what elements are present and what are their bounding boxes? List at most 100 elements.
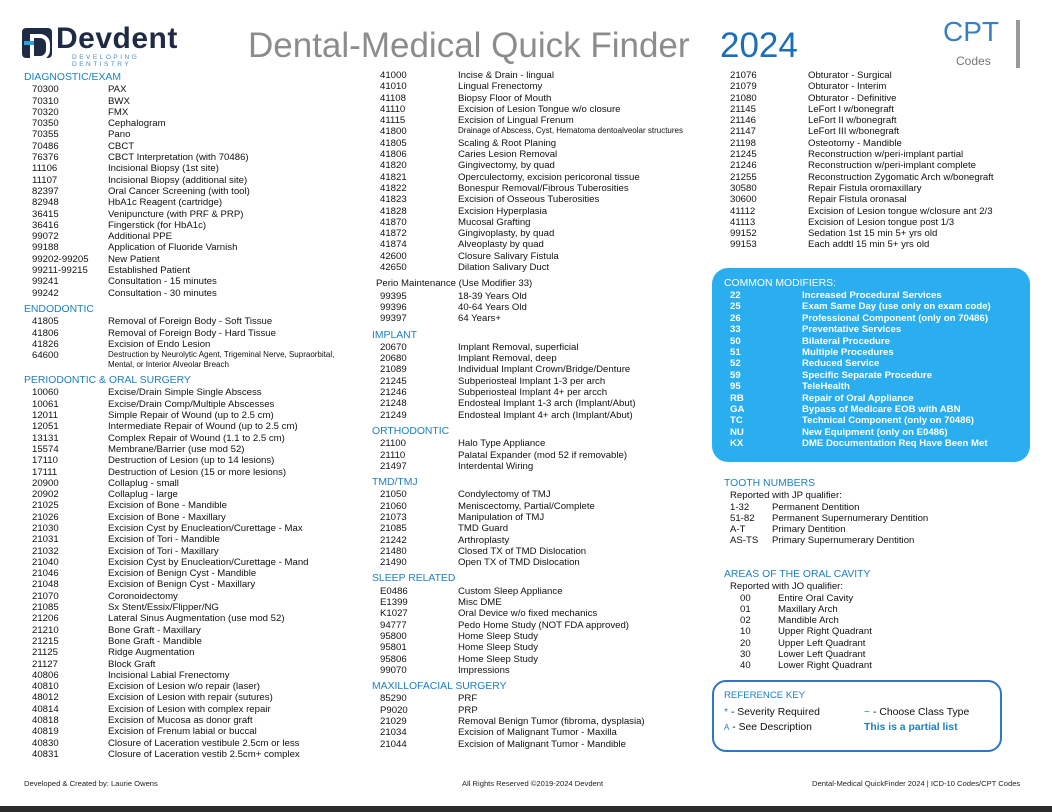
code-description: Individual Implant Crown/Bridge/Denture: [458, 364, 631, 376]
code-row: 40818 Excision of Mucosa as donor graft: [24, 715, 354, 726]
code-description: Excision Cyst by Enucleation/Curettage -…: [108, 522, 303, 534]
code-row: 21147 LeFort III w/bonegraft: [724, 126, 1044, 137]
code-row: 20900 Collaplug - small: [24, 478, 354, 489]
bottom-bar: [0, 806, 1052, 812]
modifier-row: KX DME Documentation Req Have Been Met: [724, 438, 1020, 449]
code-row: 21127 Block Graft: [24, 659, 354, 670]
code-description: Excision Cyst by Enucleation/Curettage -…: [108, 556, 309, 568]
modifier-row: 22 Increased Procedural Services: [724, 290, 1020, 301]
code-row: 20680 Implant Removal, deep: [372, 353, 702, 364]
section-title: DIAGNOSTIC/EXAM: [24, 72, 121, 83]
cavity-code: 30: [740, 649, 751, 661]
code-row: 41110 Excision of Lesion Tongue w/o closu…: [372, 104, 702, 115]
code-value: 21210: [32, 624, 59, 636]
code-description: TMD Guard: [458, 523, 509, 535]
code-description: 18-39 Years Old: [458, 290, 527, 302]
modifier-row: 33 Preventative Services: [724, 324, 1020, 335]
modifier-description: Technical Component (only on 70486): [802, 415, 975, 427]
code-description: Osteotomy - Mandible: [808, 137, 902, 149]
code-description: 64 Years+: [458, 313, 501, 325]
code-value: 10060: [32, 387, 59, 399]
code-value: 41874: [380, 239, 407, 251]
code-value: 21497: [380, 460, 407, 472]
modifier-code: 26: [730, 312, 741, 324]
code-row: 41870 Mucosal Grafting: [372, 217, 702, 228]
code-description: Excise/Drain Comp/Multiple Abscesses: [108, 398, 275, 410]
logo-name: Devdent: [56, 22, 178, 55]
code-value: 85290: [380, 693, 407, 705]
code-value: 99397: [380, 313, 407, 325]
code-description: Incise & Drain - lingual: [458, 70, 554, 81]
code-value: 41822: [380, 182, 407, 194]
modifier-code: 33: [730, 324, 741, 336]
code-row: 21246 Subperiosteal Implant 4+ per arcch: [372, 387, 702, 398]
cavity-code: 40: [740, 660, 751, 672]
reference-key-panel: REFERENCE KEY * - Severity Required ~ - …: [712, 680, 1002, 752]
code-description: New Patient: [108, 253, 160, 265]
code-description: Reconstruction w/peri-implant partial: [808, 149, 964, 161]
code-row: E0486 Custom Sleep Appliance: [372, 586, 702, 597]
code-description: Oral Device w/o fixed mechanics: [458, 608, 598, 620]
code-description: Mucosal Grafting: [458, 216, 531, 228]
modifier-code: 95: [730, 381, 741, 393]
code-row: 21100 Halo Type Appliance: [372, 438, 702, 449]
code-description: HbA1c Reagent (cartridge): [108, 197, 223, 209]
code-value: 99188: [32, 242, 59, 254]
code-value: 40806: [32, 669, 59, 681]
modifier-row: 59 Specific Separate Procedure: [724, 370, 1020, 381]
code-row: 13131 Complex Repair of Wound (1.1 to 2.5…: [24, 433, 354, 444]
code-description: CBCT Interpretation (with 70486): [108, 152, 249, 164]
code-description: Lingual Frenectomy: [458, 81, 543, 93]
code-value: 21085: [32, 602, 59, 614]
code-row: 41000 Incise & Drain - lingual: [372, 70, 702, 81]
code-description: Reconstruction w/peri-implant complete: [808, 160, 976, 172]
code-description: Misc DME: [458, 597, 502, 609]
code-row: 70300 PAX: [24, 84, 354, 95]
modifier-description: New Equipment (only on E0486): [802, 426, 948, 438]
code-value: 41805: [380, 137, 407, 149]
code-description: Excise/Drain Simple Single Abscess: [108, 387, 262, 399]
section-title: ORTHODONTIC: [372, 425, 450, 437]
code-description: Incisional Biopsy (1st site): [108, 163, 219, 175]
cavity-code: 20: [740, 637, 751, 649]
code-description: Meniscectomy, Partial/Complete: [458, 500, 595, 512]
code-value: 21246: [380, 387, 407, 399]
code-row: 21040 Excision Cyst by Enucleation/Curett…: [24, 557, 354, 568]
code-row: 95801 Home Sleep Study: [372, 642, 702, 653]
code-value: 21026: [32, 511, 59, 523]
code-row: 99395 18-39 Years Old: [372, 291, 702, 302]
modifiers-title: COMMON MODIFIERS:: [724, 278, 836, 289]
tooth-code: A-T: [730, 524, 746, 536]
code-value: 41820: [380, 160, 407, 172]
code-description: Bone Graft - Mandible: [108, 635, 202, 647]
code-row: 21048 Excision of Benign Cyst - Maxillary: [24, 579, 354, 590]
code-row: 40810 Excision of Lesion w/o repair (lase…: [24, 681, 354, 692]
code-description: Home Sleep Study: [458, 630, 538, 642]
tooth-description: Permanent Supernumerary Dentition: [772, 512, 929, 524]
code-description: Operculectomy, excision pericoronal tiss…: [458, 171, 640, 183]
modifier-code: GA: [730, 404, 745, 416]
code-description: BWX: [108, 95, 130, 107]
code-description: Excision of Lesion Tongue w/o closure: [458, 103, 621, 115]
code-row: 40830 Closure of Laceration vestibule 2.5…: [24, 738, 354, 749]
code-row: 21050 Condylectomy of TMJ: [372, 489, 702, 500]
code-value: 41000: [380, 70, 407, 81]
code-description: Manipulation of TMJ: [458, 511, 545, 523]
code-row: 21246 Reconstruction w/peri-implant compl…: [724, 160, 1044, 171]
code-description: Collaplug - small: [108, 477, 179, 489]
code-value: 21198: [730, 137, 756, 149]
code-row: 41112 Excision of Lesion tongue w/closure…: [724, 206, 1044, 217]
code-row: 11106 Incisional Biopsy (1st site): [24, 163, 354, 174]
code-value: 21079: [730, 81, 757, 93]
code-row: 99241 Consultation - 15 minutes: [24, 276, 354, 287]
cavity-row: 20 Upper Left Quadrant: [724, 638, 1034, 649]
code-description: Repair Fistula oromaxillary: [808, 182, 922, 194]
code-description: Additional PPE: [108, 231, 172, 243]
code-description: Excision of Lesion with repair (sutures): [108, 692, 273, 704]
code-row: 12011 Simple Repair of Wound (up to 2.5 c…: [24, 410, 354, 421]
code-row: 21044 Excision of Malignant Tumor - Mandi…: [372, 739, 702, 750]
code-description: Closure Salivary Fistula: [458, 250, 559, 262]
code-description: Pano: [108, 129, 131, 141]
code-row: 70320 FMX: [24, 107, 354, 118]
code-row: 21145 LeFort I w/bonegraft: [724, 104, 1044, 115]
